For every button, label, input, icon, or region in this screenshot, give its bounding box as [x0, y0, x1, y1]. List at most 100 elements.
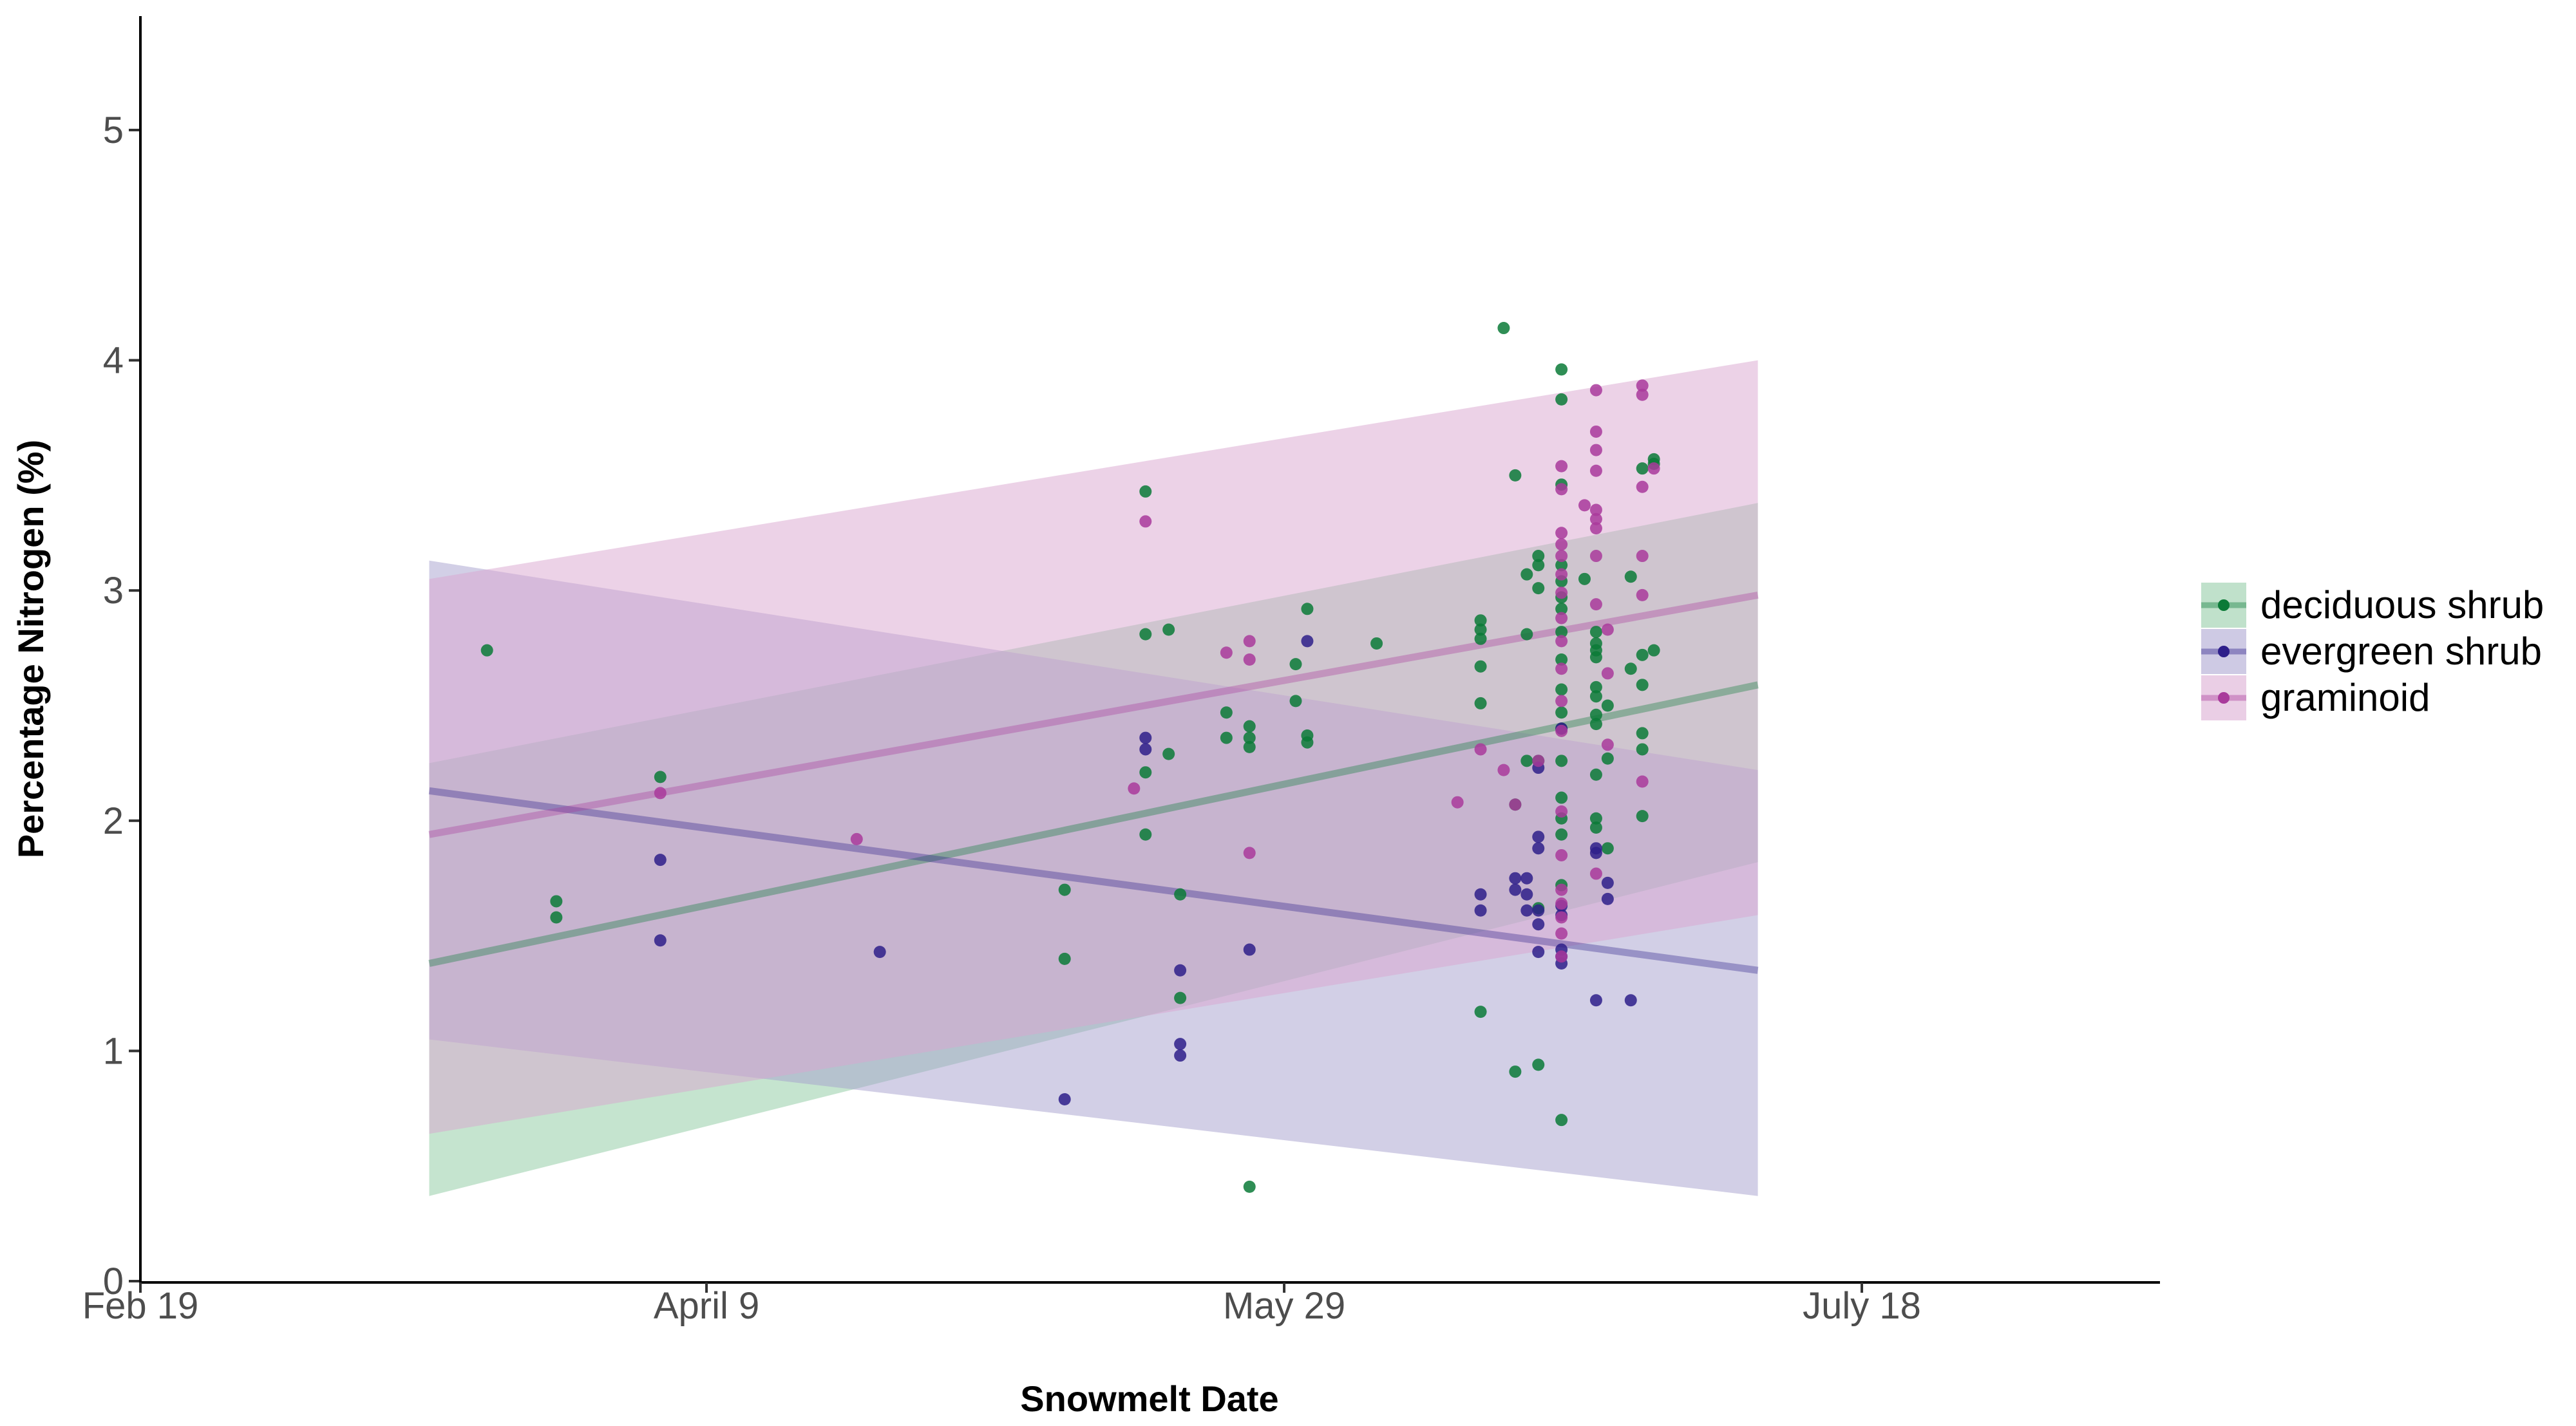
point-graminoid — [654, 787, 667, 800]
point-deciduous-shrub — [1589, 680, 1602, 693]
point-deciduous-shrub — [1555, 791, 1568, 804]
point-evergreen-shrub — [1509, 883, 1522, 896]
point-deciduous-shrub — [1532, 559, 1545, 572]
point-deciduous-shrub — [1589, 708, 1602, 721]
point-evergreen-shrub — [1243, 943, 1256, 956]
point-graminoid — [1555, 897, 1568, 910]
legend-point — [2218, 599, 2230, 611]
point-deciduous-shrub — [1058, 952, 1071, 965]
point-graminoid — [1636, 480, 1649, 493]
point-deciduous-shrub — [1589, 821, 1602, 834]
point-graminoid — [1601, 738, 1614, 751]
point-graminoid — [1555, 911, 1568, 924]
point-evergreen-shrub — [1520, 904, 1533, 917]
point-graminoid — [1555, 635, 1568, 648]
point-evergreen-shrub — [1520, 872, 1533, 885]
y-tick-label: 1 — [103, 1030, 124, 1072]
x-tick-label: Feb 19 — [82, 1285, 199, 1327]
point-evergreen-shrub — [1532, 830, 1545, 843]
point-deciduous-shrub — [1578, 572, 1591, 585]
point-evergreen-shrub — [1520, 888, 1533, 901]
legend-item-evergreen-shrub: evergreen shrub — [2201, 629, 2542, 674]
point-deciduous-shrub — [1162, 623, 1175, 636]
y-tick-label: 5 — [103, 109, 124, 151]
x-tick-label: May 29 — [1223, 1285, 1345, 1327]
point-graminoid — [1555, 927, 1568, 940]
point-evergreen-shrub — [1589, 847, 1602, 859]
point-evergreen-shrub — [1174, 964, 1187, 977]
point-deciduous-shrub — [1509, 1065, 1522, 1078]
point-evergreen-shrub — [1058, 1093, 1071, 1105]
point-deciduous-shrub — [1370, 637, 1383, 650]
point-evergreen-shrub — [654, 854, 667, 867]
point-graminoid — [1139, 515, 1152, 528]
point-deciduous-shrub — [1555, 653, 1568, 666]
legend-label: deciduous shrub — [2260, 583, 2544, 626]
point-deciduous-shrub — [1220, 731, 1233, 744]
point-graminoid — [1636, 775, 1649, 788]
point-graminoid — [1555, 538, 1568, 551]
point-graminoid — [1243, 635, 1256, 648]
point-deciduous-shrub — [1555, 559, 1568, 572]
point-deciduous-shrub — [1555, 393, 1568, 406]
y-axis-ticks: 0 1 2 3 4 5 — [103, 109, 139, 1302]
point-graminoid — [1555, 483, 1568, 496]
x-tick-label: July 18 — [1803, 1285, 1921, 1327]
point-deciduous-shrub — [1601, 752, 1614, 765]
point-graminoid — [850, 832, 863, 845]
point-deciduous-shrub — [1555, 706, 1568, 719]
point-deciduous-shrub — [1474, 697, 1487, 709]
point-deciduous-shrub — [1555, 828, 1568, 841]
point-deciduous-shrub — [1139, 485, 1152, 498]
point-deciduous-shrub — [1243, 720, 1256, 733]
y-tick-label: 2 — [103, 800, 124, 842]
point-deciduous-shrub — [1139, 628, 1152, 641]
point-graminoid — [1578, 499, 1591, 512]
point-deciduous-shrub — [1647, 644, 1660, 657]
point-deciduous-shrub — [1289, 695, 1302, 708]
point-graminoid — [1636, 388, 1649, 401]
point-deciduous-shrub — [1636, 743, 1649, 756]
point-evergreen-shrub — [1474, 888, 1487, 901]
point-graminoid — [1555, 724, 1568, 737]
point-deciduous-shrub — [1243, 1180, 1256, 1193]
point-graminoid — [1243, 847, 1256, 859]
point-deciduous-shrub — [1474, 614, 1487, 627]
point-deciduous-shrub — [1520, 568, 1533, 581]
point-graminoid — [1243, 653, 1256, 666]
legend-item-deciduous-shrub: deciduous shrub — [2201, 583, 2544, 628]
point-deciduous-shrub — [1243, 731, 1256, 744]
point-evergreen-shrub — [1474, 904, 1487, 917]
point-graminoid — [1555, 612, 1568, 624]
point-deciduous-shrub — [1636, 727, 1649, 740]
point-deciduous-shrub — [1589, 812, 1602, 825]
point-graminoid — [1636, 379, 1649, 392]
point-deciduous-shrub — [1532, 582, 1545, 595]
point-evergreen-shrub — [654, 934, 667, 947]
confidence-ribbons — [429, 360, 1758, 1196]
point-deciduous-shrub — [1589, 651, 1602, 664]
point-graminoid — [1589, 522, 1602, 535]
point-deciduous-shrub — [1509, 469, 1522, 482]
point-deciduous-shrub — [1139, 828, 1152, 841]
point-evergreen-shrub — [1139, 731, 1152, 744]
point-deciduous-shrub — [1555, 755, 1568, 767]
point-deciduous-shrub — [1555, 683, 1568, 696]
point-graminoid — [1589, 444, 1602, 456]
point-deciduous-shrub — [1174, 991, 1187, 1004]
point-deciduous-shrub — [1589, 690, 1602, 703]
point-evergreen-shrub — [1601, 876, 1614, 889]
point-graminoid — [1601, 667, 1614, 680]
point-graminoid — [1589, 464, 1602, 477]
point-deciduous-shrub — [1624, 662, 1637, 675]
y-tick-label: 3 — [103, 570, 124, 612]
point-deciduous-shrub — [1636, 679, 1649, 691]
point-evergreen-shrub — [1509, 872, 1522, 885]
point-deciduous-shrub — [1474, 660, 1487, 673]
point-graminoid — [1555, 662, 1568, 675]
axes — [139, 16, 2160, 1284]
point-graminoid — [1589, 512, 1602, 525]
point-graminoid — [1555, 527, 1568, 539]
point-evergreen-shrub — [1174, 1049, 1187, 1062]
